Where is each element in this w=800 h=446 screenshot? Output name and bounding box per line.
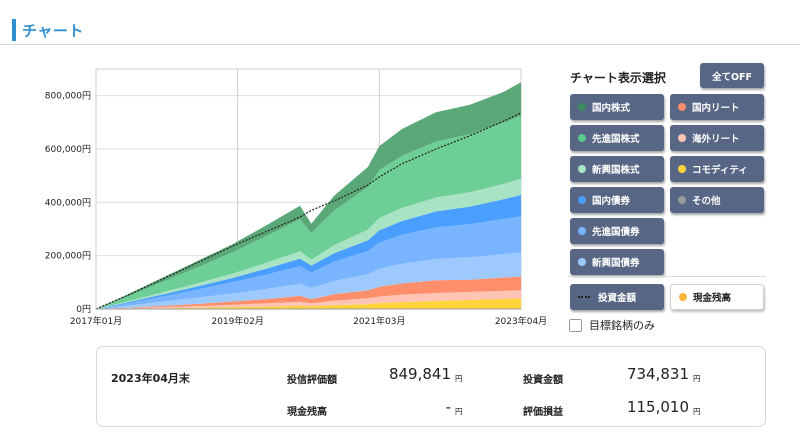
stacked-area-chart: 0円 200,000円 400,000円 600,000円 800,000円 2017年0… <box>45 68 547 327</box>
toggle-domestic-bond-label: 国内債券 <box>592 196 631 207</box>
domestic-reit-color-dot <box>678 103 686 111</box>
summary-date: 2023年04月末 <box>111 372 190 385</box>
toggle-other-button[interactable]: その他 <box>670 187 764 213</box>
profit-loss-value: 115,010 <box>626 398 689 416</box>
toggle-domestic-stock-button[interactable]: 国内株式 <box>570 94 664 120</box>
toggle-foreign-reit-label: 海外リート <box>692 134 740 145</box>
toggle-emerging-stock-button[interactable]: 新興国株式 <box>570 156 664 182</box>
toggle-domestic-stock-label: 国内株式 <box>592 103 631 114</box>
x-tick-label: 2019年02月 <box>211 315 263 327</box>
toggle-developed-bond-button[interactable]: 先進国債券 <box>570 218 664 244</box>
x-tick-label: 2017年01月 <box>70 315 122 327</box>
toggle-commodity-label: コモディティ <box>692 165 748 176</box>
toggle-foreign-reit-button[interactable]: 海外リート <box>670 125 764 151</box>
target-only-label: 目標銘柄のみ <box>589 319 655 332</box>
toggle-developed-bond-label: 先進国債券 <box>592 227 640 238</box>
cash-balance-value: - <box>445 398 451 416</box>
toggle-domestic-reit-button[interactable]: 国内リート <box>670 94 764 120</box>
area-series-5 <box>96 194 521 309</box>
toggle-domestic-reit-label: 国内リート <box>692 103 740 114</box>
invest-total-line <box>95 112 522 310</box>
profit-loss-unit: 円 <box>693 407 701 416</box>
area-series-4 <box>96 216 521 309</box>
section-header: チャート <box>0 0 800 45</box>
emerging-stock-color-dot <box>578 165 586 173</box>
toggle-cash-balance-button[interactable]: 現金残高 <box>670 284 764 310</box>
cash-balance-label: 現金残高 <box>287 407 327 418</box>
target-only-checkbox[interactable]: 目標銘柄のみ <box>569 317 655 333</box>
toggle-commodity-button[interactable]: コモディティ <box>670 156 764 182</box>
other-color-dot <box>678 196 686 204</box>
chart-select-title: チャート表示選択 <box>570 71 666 85</box>
toggle-emerging-stock-label: 新興国株式 <box>592 165 640 176</box>
eval-amount-unit: 円 <box>455 374 463 383</box>
x-tick-label: 2023年04月 <box>495 315 547 327</box>
area-series-8 <box>96 82 521 309</box>
toggle-cash-balance-label: 現金残高 <box>693 293 732 304</box>
toggle-emerging-bond-label: 新興国債券 <box>592 258 640 269</box>
toggle-domestic-bond-button[interactable]: 国内債券 <box>570 187 664 213</box>
domestic-bond-color-dot <box>578 196 586 204</box>
commodity-color-dot <box>678 165 686 173</box>
area-series-3 <box>96 252 521 309</box>
area-series-2 <box>96 276 521 309</box>
cash-balance-unit: 円 <box>455 407 463 416</box>
profit-loss-label: 評価損益 <box>523 407 563 418</box>
area-series-7 <box>96 115 521 309</box>
invest-amount-unit: 円 <box>693 374 701 383</box>
checkbox-box[interactable] <box>569 318 582 332</box>
toggle-developed-stock-button[interactable]: 先進国株式 <box>570 125 664 151</box>
all-off-label: 全てOFF <box>711 71 753 83</box>
area-series-1 <box>96 290 521 309</box>
all-off-button[interactable]: 全てOFF <box>700 63 764 88</box>
invest-amount-value: 734,831 <box>626 365 689 383</box>
eval-amount-value: 849,841 <box>388 365 451 383</box>
y-tick-label: 0円 <box>76 304 91 315</box>
summary-panel: 2023年04月末 投信評価額 849,841 円 現金残高 - 円 投資金額 … <box>96 346 766 427</box>
panel-divider <box>568 276 766 277</box>
section-title: チャート <box>22 22 84 40</box>
dotted-line-icon <box>578 296 590 298</box>
domestic-stock-color-dot <box>578 103 586 111</box>
foreign-reit-color-dot <box>678 134 686 142</box>
toggle-emerging-bond-button[interactable]: 新興国債券 <box>570 249 664 275</box>
area-series-0 <box>96 298 521 309</box>
emerging-bond-color-dot <box>578 258 586 266</box>
area-series-6 <box>96 178 521 309</box>
developed-bond-color-dot <box>578 227 586 235</box>
header-accent-bar <box>12 19 16 41</box>
y-tick-label: 800,000円 <box>45 91 91 102</box>
developed-stock-color-dot <box>578 134 586 142</box>
y-tick-label: 600,000円 <box>45 144 91 155</box>
toggle-invest-total-label: 投資金額 <box>598 293 637 304</box>
cash-balance-color-dot <box>679 293 687 301</box>
invest-amount-label: 投資金額 <box>523 375 563 386</box>
eval-amount-label: 投信評価額 <box>287 375 337 386</box>
toggle-invest-total-button[interactable]: 投資金額 <box>570 284 664 310</box>
toggle-developed-stock-label: 先進国株式 <box>592 134 640 145</box>
toggle-other-label: その他 <box>692 196 721 207</box>
x-tick-label: 2021年03月 <box>353 315 405 327</box>
y-tick-label: 400,000円 <box>45 197 91 208</box>
y-tick-label: 200,000円 <box>45 251 91 262</box>
